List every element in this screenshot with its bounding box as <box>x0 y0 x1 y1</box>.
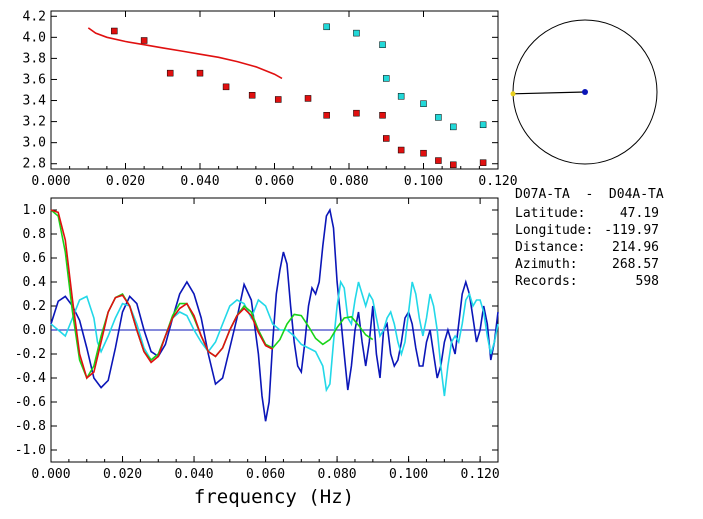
y-tick-label: -0.6 <box>15 395 46 410</box>
data-point <box>379 41 386 48</box>
data-point <box>353 29 360 37</box>
y-tick-label: -0.4 <box>15 371 46 386</box>
data-point <box>383 75 390 82</box>
y-tick-label: 2.8 <box>23 157 46 172</box>
y-tick-label: 0.0 <box>23 323 46 338</box>
data-point <box>166 69 174 77</box>
data-point <box>383 135 390 142</box>
data-point <box>435 157 442 164</box>
y-tick-label: 3.8 <box>23 51 46 66</box>
center-station-marker <box>582 89 588 95</box>
y-tick-label: 0.6 <box>23 251 46 266</box>
dispersion-plot-frame <box>50 10 499 170</box>
correlation-axes: 0.000 0.020 0.040 0.060 0.080 0.100 0.120 -1.0 -… <box>15 198 500 482</box>
data-point <box>450 123 457 131</box>
x-tick-label: 0.020 <box>106 174 145 189</box>
x-tick-label: 0.120 <box>461 467 500 482</box>
series-line <box>50 209 274 380</box>
station-pair: D07A-TA - D04A-TA <box>515 187 664 202</box>
correlation-series <box>50 207 499 422</box>
station-marker <box>510 91 516 97</box>
info-label-records: Records: <box>515 274 578 289</box>
dispersion-panel: 0.000 0.020 0.040 0.060 0.080 0.100 0.120 2.8 3.… <box>23 9 518 189</box>
y-tick-label: 0.2 <box>23 299 46 314</box>
y-tick-label: 3.0 <box>23 136 46 151</box>
info-value-records: 598 <box>636 274 659 289</box>
y-tick-label: -0.2 <box>15 347 46 362</box>
station-info: D07A-TA - D04A-TA Latitude: 47.19 Longit… <box>515 187 664 289</box>
y-tick-label: 4.2 <box>23 9 46 24</box>
data-point <box>111 27 118 35</box>
y-tick-label: 3.2 <box>23 115 46 130</box>
x-axis-title: frequency (Hz) <box>194 486 354 508</box>
data-point <box>450 161 457 169</box>
y-tick-label: 1.0 <box>23 203 46 218</box>
y-tick-label: 0.4 <box>23 275 47 290</box>
x-tick-label: 0.100 <box>404 174 443 189</box>
x-tick-label: 0.020 <box>103 467 142 482</box>
data-point <box>196 69 204 77</box>
series-line <box>87 27 283 80</box>
data-point <box>304 95 312 102</box>
y-tick-label: 3.4 <box>23 94 47 109</box>
info-value-longitude: -119.97 <box>604 223 659 238</box>
data-point <box>274 96 282 103</box>
y-tick-label: 4.0 <box>23 30 46 45</box>
info-value-latitude: 47.19 <box>620 206 659 221</box>
azimuth-line <box>513 91 586 95</box>
data-point <box>420 100 427 107</box>
y-tick-label: 3.6 <box>23 72 46 87</box>
x-tick-label: 0.080 <box>318 467 357 482</box>
x-tick-label: 0.000 <box>31 467 70 482</box>
y-tick-label: 0.8 <box>23 227 46 242</box>
data-point <box>420 149 427 157</box>
correlation-panel: 0.000 0.020 0.040 0.060 0.080 0.100 0.120 -1.0 -… <box>15 197 500 508</box>
dispersion-axes: 0.000 0.020 0.040 0.060 0.080 0.100 0.120 2.8 3.… <box>23 9 518 189</box>
x-tick-label: 0.060 <box>255 174 294 189</box>
info-label-longitude: Longitude: <box>515 223 593 238</box>
azimuth-map <box>510 19 658 165</box>
data-point <box>323 23 330 31</box>
data-point <box>140 37 148 44</box>
info-value-azimuth: 268.57 <box>612 257 659 272</box>
x-tick-label: 0.040 <box>180 174 219 189</box>
data-point <box>397 146 405 154</box>
info-label-distance: Distance: <box>515 240 585 255</box>
dispersion-series <box>87 23 487 169</box>
info-value-distance: 214.96 <box>612 240 659 255</box>
y-tick-label: -0.8 <box>15 419 46 434</box>
data-point <box>435 114 442 121</box>
data-point <box>323 112 330 119</box>
x-tick-label: 0.080 <box>329 174 368 189</box>
x-tick-label: 0.000 <box>31 174 70 189</box>
x-tick-label: 0.120 <box>478 174 517 189</box>
x-tick-label: 0.060 <box>246 467 285 482</box>
x-tick-label: 0.100 <box>389 467 428 482</box>
data-point <box>353 109 360 117</box>
data-point <box>379 112 386 119</box>
data-point <box>248 92 256 99</box>
y-tick-label: -1.0 <box>15 443 46 458</box>
series-line <box>50 207 499 422</box>
data-point <box>222 83 230 91</box>
data-point <box>479 121 487 129</box>
info-label-azimuth: Azimuth: <box>515 257 578 272</box>
x-tick-label: 0.040 <box>174 467 213 482</box>
data-point <box>397 93 405 100</box>
data-point <box>479 159 487 166</box>
info-label-latitude: Latitude: <box>515 206 585 221</box>
